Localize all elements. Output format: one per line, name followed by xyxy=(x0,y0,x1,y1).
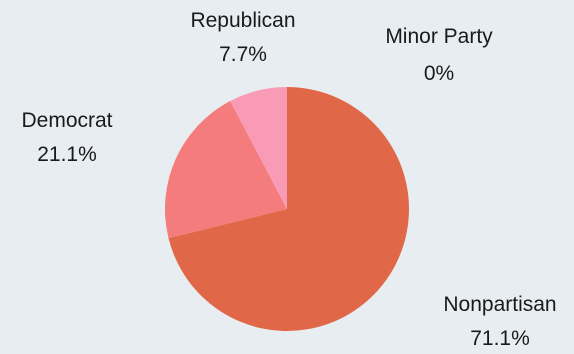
pie-labels: Nonpartisan 71.1% Democrat 21.1% Republican 7… xyxy=(21,9,556,350)
value-label-nonpartisan: 71.1% xyxy=(470,327,530,350)
value-label-minor-party: 0% xyxy=(424,62,454,85)
label-nonpartisan: Nonpartisan xyxy=(443,293,556,316)
label-democrat: Democrat xyxy=(21,109,112,132)
value-label-republican: 7.7% xyxy=(219,43,267,66)
slice-democrat xyxy=(164,101,287,239)
label-minor-party: Minor Party xyxy=(385,25,493,48)
pie-slices xyxy=(164,87,409,331)
value-label-democrat: 21.1% xyxy=(37,143,97,166)
slice-republican xyxy=(230,87,287,209)
label-republican: Republican xyxy=(190,9,295,32)
slice-nonpartisan xyxy=(168,87,409,331)
